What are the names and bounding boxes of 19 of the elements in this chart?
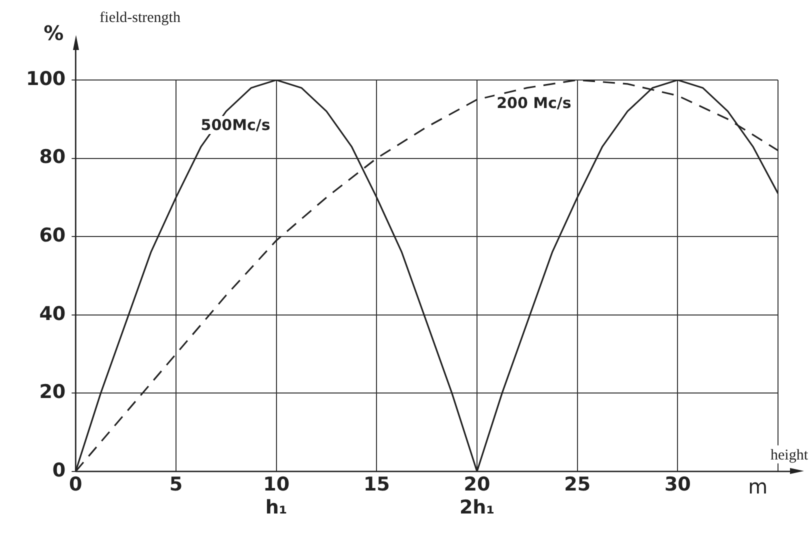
x-tick-label: 25 [564, 474, 591, 496]
x-tick-label: 10 h₁ [263, 474, 290, 519]
x-tick-label: 20 2h₁ [459, 474, 495, 519]
y-tick-label: 80 [39, 146, 66, 168]
x-tick-label: 30 [664, 474, 691, 496]
y-tick-label: 60 [39, 224, 66, 246]
y-tick-label: 0 [52, 459, 66, 482]
y-tick-label: 40 [39, 302, 66, 325]
x-tick-label: 5 [169, 474, 183, 496]
x-tick-label: 15 [363, 474, 390, 496]
series-label: 200 Mc/s [496, 94, 572, 112]
x-tick-label: 0 [69, 474, 82, 496]
text: % [44, 21, 64, 45]
text: m [748, 474, 768, 498]
series-label: 500Mc/s [200, 116, 270, 134]
y-tick-label: 20 [39, 381, 66, 404]
y-axis-title: field-strength [100, 10, 181, 26]
x-axis-title: height [770, 447, 809, 464]
y-tick-label: 100 [26, 68, 66, 90]
